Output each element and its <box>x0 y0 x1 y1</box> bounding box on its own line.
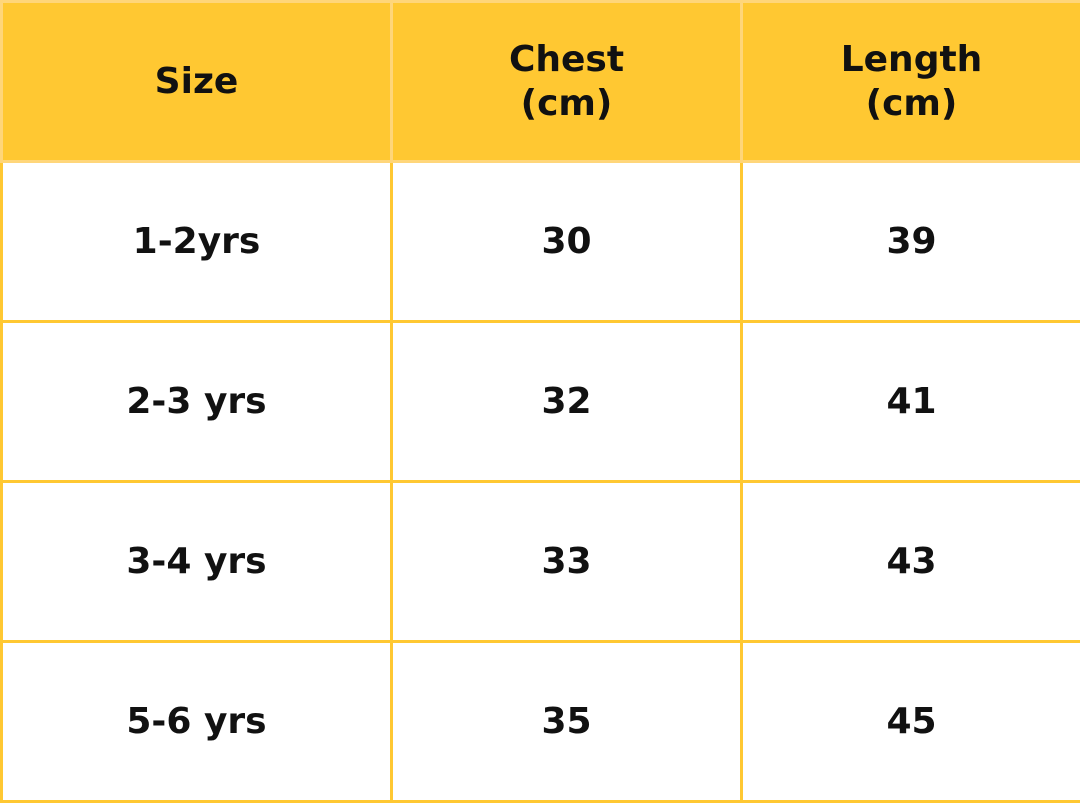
cell-size: 1-2yrs <box>0 160 393 323</box>
cell-chest: 35 <box>390 640 743 803</box>
cell-length: 41 <box>740 320 1080 483</box>
table-row: 1-2yrs 30 39 <box>0 160 1080 323</box>
cell-length: 39 <box>740 160 1080 323</box>
table-row: 5-6 yrs 35 45 <box>0 640 1080 803</box>
cell-length: 43 <box>740 480 1080 643</box>
header-size: Size <box>0 0 393 163</box>
header-label: Length (cm) <box>840 38 983 124</box>
cell-chest: 30 <box>390 160 743 323</box>
cell-length: 45 <box>740 640 1080 803</box>
cell-chest: 33 <box>390 480 743 643</box>
header-label: Size <box>154 60 239 102</box>
header-row: Size Chest (cm) Length (cm) <box>0 0 1080 163</box>
cell-size: 2-3 yrs <box>0 320 393 483</box>
header-chest: Chest (cm) <box>390 0 743 163</box>
table-row: 2-3 yrs 32 41 <box>0 320 1080 483</box>
table-row: 3-4 yrs 33 43 <box>0 480 1080 643</box>
cell-size: 3-4 yrs <box>0 480 393 643</box>
cell-size: 5-6 yrs <box>0 640 393 803</box>
header-label: Chest (cm) <box>508 38 625 124</box>
header-length: Length (cm) <box>740 0 1080 163</box>
cell-chest: 32 <box>390 320 743 483</box>
